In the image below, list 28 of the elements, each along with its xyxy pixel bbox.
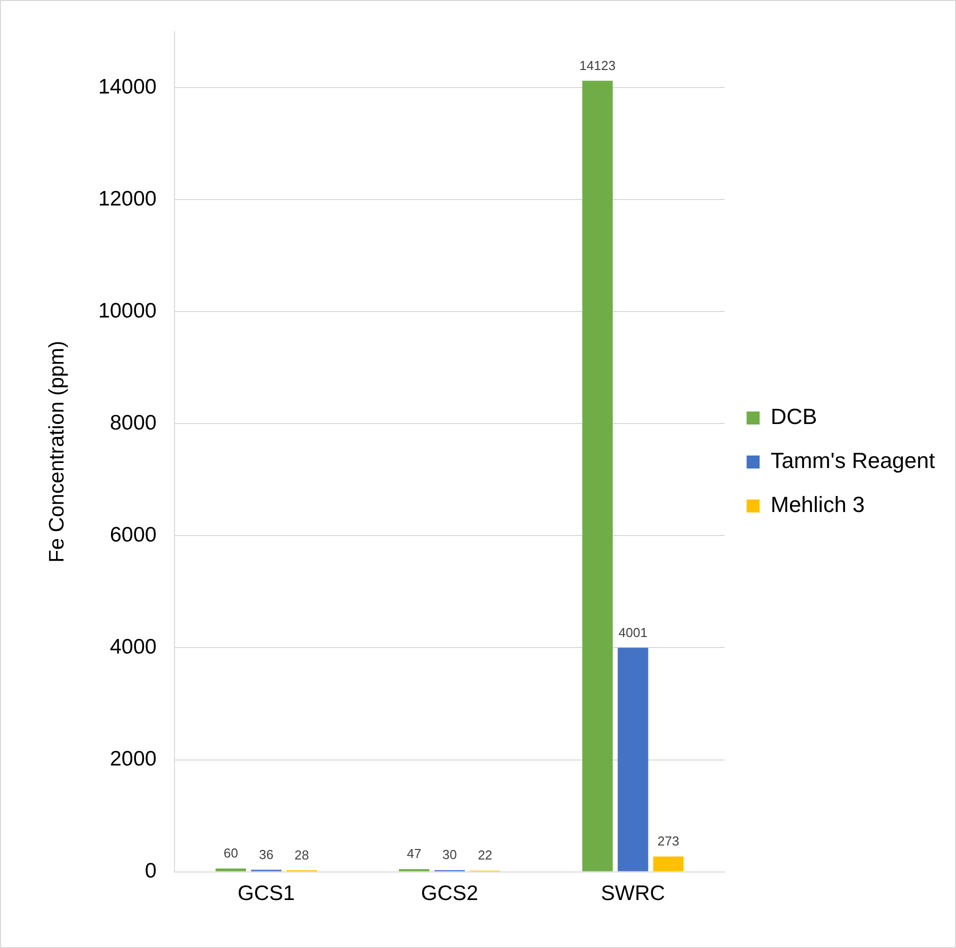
data-label: 47 [406, 846, 422, 862]
bar [618, 648, 648, 872]
y-tick-label: 4000 [110, 636, 157, 659]
legend-label: Tamm's Reagent [770, 448, 936, 474]
data-label: 22 [478, 848, 492, 863]
data-label: 273 [658, 834, 680, 849]
data-label: 28 [294, 847, 309, 862]
y-tick-label: 8000 [110, 411, 157, 434]
bar [582, 80, 613, 872]
data-label: 36 [259, 846, 274, 862]
legend-label: Mehlich 3 [770, 492, 865, 518]
y-axis-title: Fe Concentration (ppm) [45, 340, 68, 563]
x-tick-label: SWRC [600, 882, 666, 906]
y-tick-label: 0 [144, 860, 157, 883]
legend-label: DCB [770, 404, 818, 430]
y-tick-label: 2000 [110, 748, 157, 771]
y-tick-label: 14000 [98, 75, 157, 98]
x-tick-label: GCS1 [238, 882, 295, 906]
bar [216, 868, 246, 872]
data-label: 30 [442, 847, 457, 862]
data-label: 60 [224, 846, 238, 861]
y-tick-label: 10000 [98, 299, 157, 322]
data-label: 14123 [579, 58, 616, 73]
x-tick-label: GCS2 [421, 882, 478, 906]
y-tick-label: 12000 [98, 187, 157, 210]
bar [653, 856, 684, 872]
data-label: 4001 [618, 624, 648, 640]
y-tick-label: 6000 [110, 524, 157, 547]
